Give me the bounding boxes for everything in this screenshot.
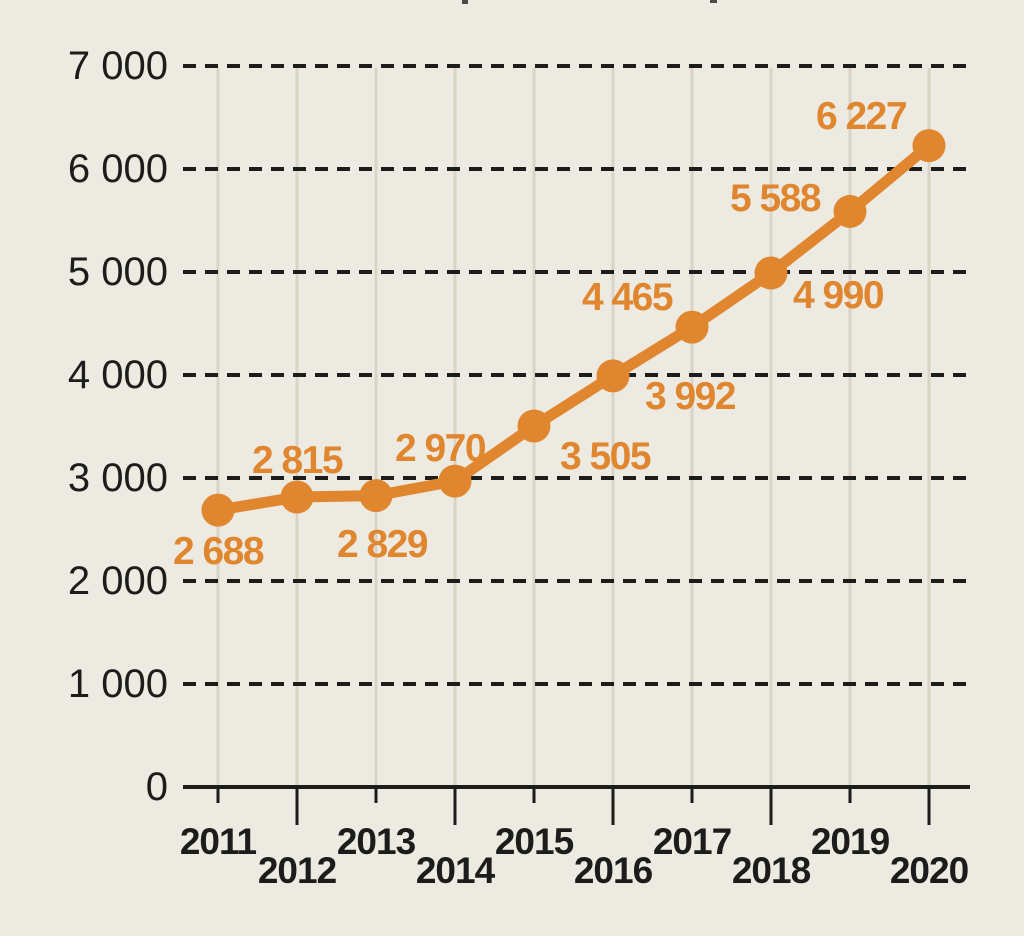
cropped-title-remnant xyxy=(462,0,468,4)
data-point-label: 2 970 xyxy=(394,427,487,471)
data-point xyxy=(201,493,235,527)
y-axis-tick-label: 2 000 xyxy=(67,559,168,603)
data-point xyxy=(280,480,314,514)
x-axis-tick-label: 2020 xyxy=(889,850,969,891)
x-axis-tick-label: 2016 xyxy=(573,850,653,891)
data-line xyxy=(212,140,935,516)
data-point-label: 3 992 xyxy=(644,374,737,418)
data-point-label: 2 815 xyxy=(251,439,344,483)
x-axis-tick-label: 2014 xyxy=(415,850,495,891)
data-point xyxy=(359,479,393,513)
cropped-title-remnant xyxy=(710,0,717,3)
data-point-label: 4 990 xyxy=(792,274,885,318)
y-axis-tick-label: 4 000 xyxy=(67,353,168,397)
data-point xyxy=(912,129,946,163)
x-axis-tick-label: 2019 xyxy=(810,821,890,862)
data-point-label: 6 227 xyxy=(815,94,908,138)
data-point-label: 4 465 xyxy=(581,276,674,320)
x-axis-tick-label: 2011 xyxy=(179,821,257,862)
y-axis-tick-label: 6 000 xyxy=(67,147,168,191)
x-axis-tick-label: 2012 xyxy=(257,850,337,891)
data-point-label: 2 829 xyxy=(336,522,429,566)
data-point xyxy=(596,359,630,393)
data-point xyxy=(438,464,472,498)
x-axis-tick-label: 2013 xyxy=(336,821,416,862)
x-axis-tick-label: 2017 xyxy=(652,821,732,862)
data-point xyxy=(833,194,867,228)
data-point xyxy=(754,256,788,290)
x-axis-tick-label: 2015 xyxy=(494,821,574,862)
y-axis-tick-label: 1 000 xyxy=(67,662,168,706)
y-axis-tick-label: 3 000 xyxy=(67,456,168,500)
data-point-label: 3 505 xyxy=(559,434,652,478)
y-axis-tick-label: 0 xyxy=(145,765,168,809)
x-axis-tick-label: 2018 xyxy=(731,850,811,891)
data-point-label: 5 588 xyxy=(729,177,822,221)
data-point xyxy=(517,409,551,443)
data-point xyxy=(675,310,709,344)
data-point-label: 2 688 xyxy=(172,530,265,574)
y-axis-tick-label: 5 000 xyxy=(67,250,168,294)
y-axis-tick-label: 7 000 xyxy=(67,44,168,88)
